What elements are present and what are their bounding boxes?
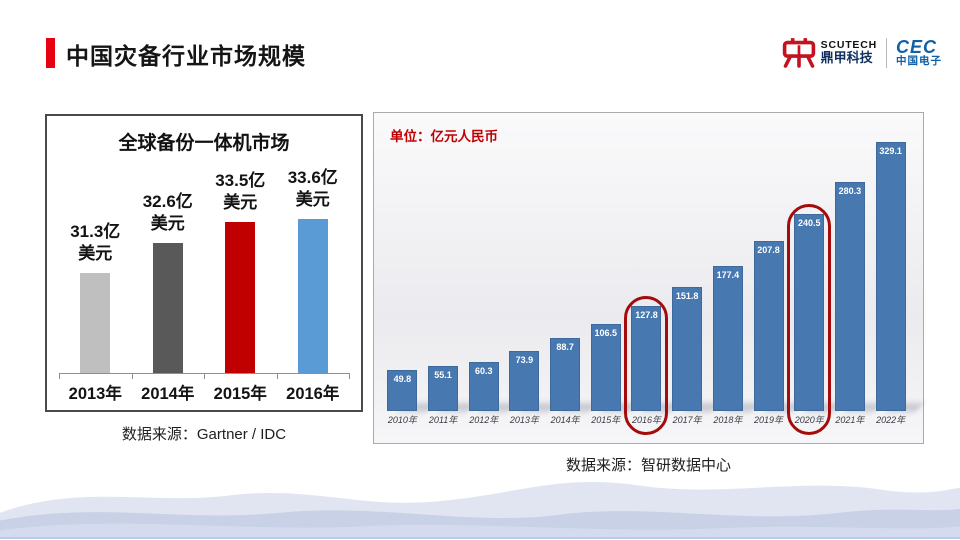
x-axis-label: 2022年 [876, 415, 906, 425]
bar-value-label: 32.6亿 美元 [142, 192, 193, 233]
bottom-border-line [0, 537, 960, 539]
scutech-cn-name: 鼎甲科技 [820, 50, 873, 66]
bar-column: 151.8 2017年 [667, 137, 721, 429]
bar: 55.1 [428, 366, 459, 411]
x-axis-label: 2011年 [428, 415, 458, 425]
bar-value-label: 127.8 [635, 310, 658, 320]
x-axis-label: 2014年 [550, 415, 580, 425]
chart-title: 全球备份一体机市场 [118, 133, 290, 154]
x-axis-label: 2013年 [509, 415, 539, 425]
bar [225, 222, 256, 373]
bar: 106.5 [590, 324, 621, 411]
bar-column: 31.3亿 美元 [59, 116, 132, 373]
cec-logo-text: CEC 中国电子 [896, 36, 942, 68]
bar-column: 33.6亿 美元 [277, 116, 350, 373]
x-axis-labels: 2013年 2014年 2015年 2016年 [59, 380, 349, 404]
bar: 207.8 [753, 241, 784, 411]
bar-value-label: 151.8 [675, 291, 699, 301]
x-axis-label: 2013年 [68, 385, 122, 403]
scutech-logo-text: SCUTECH 鼎甲科技 [820, 38, 877, 66]
plot-area: 31.3亿 美元 32.6亿 美元 33.5亿 美元 33.6亿 美元 [59, 116, 349, 373]
x-axis-line [59, 373, 350, 379]
global-backup-market-chart: 全球备份一体机市场 31.3亿 美元 32.6亿 美元 33.5亿 美元 33.6亿 美元 2… [45, 114, 363, 412]
bar-value-label: 88.7 [556, 342, 574, 352]
x-axis-label: 2016年 [286, 385, 340, 403]
bar-value-label: 329.1 [879, 146, 902, 156]
logo-divider [886, 37, 887, 68]
bar-column: 329.1 2022年 [870, 137, 924, 429]
bar: 60.3 [468, 362, 499, 411]
logo-group: SCUTECH 鼎甲科技 CEC 中国电子 [781, 36, 942, 69]
axis-tick [59, 373, 60, 379]
x-axis-label: 2019年 [754, 415, 784, 425]
cec-name: CEC [896, 36, 938, 57]
x-axis-label: 2016年 [631, 415, 661, 425]
bar-column: 177.4 2018年 [708, 137, 761, 429]
bar [297, 219, 328, 373]
bar-column: 33.5亿 美元 [204, 116, 277, 373]
x-axis-label: 2015年 [213, 385, 267, 403]
bar: 127.8 [631, 306, 662, 411]
axis-tick [349, 373, 350, 379]
bar [80, 273, 111, 373]
bar: 88.7 [550, 338, 581, 411]
bar-column: 49.8 2010年 [382, 137, 436, 429]
bar-value-label: 280.3 [838, 186, 862, 196]
bar-value-label: 207.8 [757, 245, 780, 255]
bar-value-label: 60.3 [474, 366, 493, 376]
china-dr-market-chart: 单位：亿元人民币 49.8 2010年 55.1 2011年 60.3 2012年 73.9… [373, 112, 924, 444]
x-axis-label: 2015年 [591, 415, 621, 425]
bar-value-label: 55.1 [434, 370, 452, 380]
x-axis-label: 2018年 [713, 415, 743, 425]
bar: 49.8 [387, 370, 418, 411]
bar-value-label: 31.3亿 美元 [70, 222, 121, 263]
bar: 151.8 [672, 287, 703, 411]
bar-value-label: 240.5 [797, 218, 821, 228]
bar-column: 207.8 2019年 [748, 137, 802, 429]
x-axis-label: 2012年 [469, 415, 499, 425]
right-chart-source: 数据来源：智研数据中心 [565, 457, 731, 474]
axis-tick [131, 373, 133, 379]
axis-tick [276, 373, 278, 379]
bar-value-label: 49.8 [393, 374, 412, 384]
bar-column: 60.3 2012年 [463, 137, 517, 429]
bar: 240.5 [794, 214, 825, 411]
bar: 280.3 [834, 182, 865, 411]
decorative-mountains-image [0, 445, 960, 537]
x-axis-label: 2010年 [387, 415, 417, 425]
bar-column: 106.5 2015年 [585, 137, 639, 429]
bar-column: 127.8 2016年 [624, 137, 680, 435]
bar: 177.4 [712, 266, 743, 411]
x-axis-label: 2014年 [141, 385, 195, 403]
bar: 73.9 [509, 351, 540, 411]
bar-column: 240.5 2020年 [787, 137, 843, 435]
x-axis-label: 2021年 [835, 415, 865, 425]
bar-column: 88.7 2014年 [545, 137, 598, 429]
bar-column: 73.9 2013年 [504, 137, 558, 429]
unit-label: 单位：亿元人民币 [390, 129, 498, 144]
title-accent-bar [46, 38, 55, 68]
scutech-emblem-icon [782, 38, 815, 68]
bar-column: 32.6亿 美元 [132, 116, 205, 373]
scutech-name: SCUTECH [820, 38, 877, 51]
axis-tick [204, 373, 205, 379]
bar [152, 243, 183, 373]
bar-value-label: 177.4 [716, 270, 740, 280]
bar-value-label: 33.5亿 美元 [215, 171, 266, 212]
x-axis-label: 2020年 [794, 415, 824, 425]
bar-value-label: 106.5 [594, 328, 618, 338]
bar-value-label: 33.6亿 美元 [287, 168, 338, 209]
bar-column: 280.3 2021年 [830, 137, 883, 429]
page-title: 中国灾备行业市场规模 [66, 43, 306, 69]
cec-cn-name: 中国电子 [896, 55, 942, 68]
left-chart-source: 数据来源：Gartner / IDC [121, 426, 287, 443]
bar-column: 55.1 2011年 [423, 137, 476, 429]
bar-value-label: 73.9 [515, 355, 534, 365]
bar: 329.1 [875, 142, 906, 411]
x-axis-label: 2017年 [672, 415, 702, 425]
plot-area: 49.8 2010年 55.1 2011年 60.3 2012年 73.9 2013年 88.7… [382, 137, 924, 435]
